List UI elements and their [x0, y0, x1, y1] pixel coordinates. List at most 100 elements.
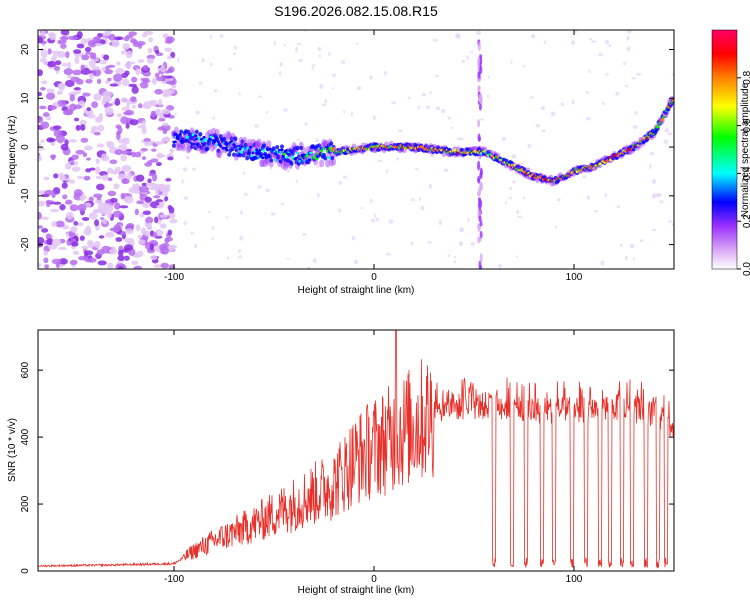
spectrogram-ridge-halo [242, 136, 248, 145]
snr-y-tick-label: 400 [20, 428, 31, 445]
spectrogram-noise-blob [55, 220, 65, 228]
spectrogram-noise-blob [85, 78, 93, 84]
spectrogram-noise-speck [434, 74, 439, 77]
spectrogram-ridge-band [172, 143, 176, 148]
spectrogram-noise-speck [319, 83, 323, 89]
colorbar-label: Normalized spectral amplitude [740, 82, 750, 217]
spectrogram-ridge-band [330, 155, 335, 161]
spectrogram-ridge-band [193, 145, 198, 151]
spectrogram-ridge-core [192, 142, 196, 146]
spectrogram-noise-speck [420, 205, 425, 211]
spectrogram-ridge-halo [205, 131, 211, 140]
spectrogram-noise-speck [632, 125, 638, 130]
spectrogram-noise-speck [451, 126, 454, 130]
spectrogram-noise-blob [73, 87, 82, 91]
spectrogram-noise-blob [70, 226, 78, 233]
spectrogram-noise-speck [234, 45, 238, 50]
spectrogram-noise-blob [68, 35, 78, 41]
spectrogram-noise-speck [315, 165, 321, 168]
spectrogram-noise-blob [91, 68, 102, 77]
spectrogram-noise-blob [97, 202, 106, 211]
spectrogram-ridge-core [261, 156, 265, 160]
colorbar-tick-label: 0.2 [742, 214, 750, 228]
spectrogram-noise-blob [88, 242, 95, 249]
spectrogram-noise-blob [48, 105, 57, 111]
spectrogram-noise-blob [109, 159, 118, 164]
spectrogram-ridge-band [280, 144, 284, 149]
spectrogram-noise-blob [116, 61, 121, 66]
spectrogram-noise-speck [273, 41, 277, 46]
spectrogram-noise-speck [374, 213, 377, 218]
spectrogram-ridge-band [259, 152, 264, 157]
spectrogram-artifact-blob [477, 71, 481, 76]
spectrogram-noise-speck [467, 218, 470, 223]
spectrogram-artifact-blob [477, 56, 481, 65]
spectrogram-noise-blob [121, 150, 131, 155]
spectrogram-artifact-blob [477, 136, 481, 142]
spectrogram-noise-blob [38, 91, 43, 97]
spectrogram-ridge-core [194, 134, 198, 137]
spectrogram-noise-blob [40, 139, 45, 143]
spectrogram-noise-blob [107, 77, 112, 82]
spectrogram-noise-speck [598, 52, 603, 57]
spectrogram-noise-blob [113, 73, 123, 82]
spectrogram-noise-blob [83, 145, 93, 151]
snr-x-label: Height of straight line (km) [298, 585, 415, 596]
snr-panel: -100 0 100 0 200 400 600 Height of straight l… [7, 329, 675, 596]
spectrogram-noise-speck [585, 91, 589, 95]
spectrogram-noise-speck [571, 40, 575, 46]
spectrogram-noise-blob [40, 86, 46, 91]
spectrogram-noise-speck [668, 220, 673, 223]
spectrogram-noise-speck [410, 241, 414, 246]
spectrogram-noise-speck [311, 66, 314, 71]
spectrogram-noise-blob [135, 224, 141, 232]
spectrogram-ridge-band [664, 110, 668, 115]
spectrogram-noise-blob [141, 33, 148, 38]
spectrogram-noise-speck [486, 94, 490, 98]
spectrogram-ridge-core [219, 145, 223, 148]
spectrogram-noise-blob [97, 260, 107, 266]
spectrogram-y-ticks: -20 -10 0 10 20 [20, 44, 674, 252]
spectrogram-noise-blob [73, 189, 83, 197]
spectrogram-ridge-core [297, 154, 301, 158]
spectrogram-noise-speck [426, 241, 432, 244]
spectrogram-noise-speck [295, 179, 298, 184]
spectrogram-noise-speck [286, 257, 290, 260]
spectrogram-ridge-halo [181, 143, 187, 152]
spectrogram-noise-blob [71, 154, 79, 160]
spectrogram-noise-speck [343, 110, 346, 113]
spectrogram-noise-speck [398, 129, 403, 133]
spectrogram-ridge-core [188, 140, 192, 144]
spectrogram-noise-blob [99, 59, 107, 65]
spectrogram-noise-blob [95, 175, 102, 180]
spectrogram-ridge-band [289, 161, 294, 166]
spectrogram-noise-blob [102, 218, 108, 225]
spectrogram-noise-blob [168, 264, 175, 269]
spectrogram-noise-blob [66, 61, 72, 70]
snr-frame [37, 329, 675, 572]
spectrogram-noise-blob [153, 195, 161, 199]
spectrogram-ridge-halo [301, 146, 307, 155]
spectrogram-noise-blob [113, 183, 120, 190]
spectrogram-noise-blob [45, 92, 56, 100]
spectrogram-noise-speck [498, 263, 503, 268]
spectrogram-noise-blob [120, 50, 126, 55]
spectrogram-ridge-halo [259, 159, 265, 168]
spectrogram-noise-speck [591, 40, 597, 43]
spectrogram-noise-blob [38, 211, 42, 220]
spectrogram-noise-blob [85, 168, 92, 173]
spectrogram-ridge-band [199, 145, 204, 151]
spectrogram-noise-blob [124, 62, 132, 69]
spectrogram-noise-blob [167, 204, 173, 210]
spectrogram-noise-speck [470, 241, 476, 246]
spectrogram-noise-blob [150, 255, 158, 261]
spectrogram-noise-speck [287, 169, 290, 173]
spectrogram-noise-blob [46, 88, 55, 93]
spectrogram-ridge-core [238, 147, 242, 151]
spectrogram-noise-speck [190, 232, 195, 235]
spectrogram-noise-blob [62, 110, 73, 116]
spectrogram-noise-blob [145, 216, 154, 224]
spectrogram-y-tick-label: 20 [20, 44, 31, 56]
spectrogram-noise-blob [55, 60, 62, 66]
spectrogram-noise-blob [163, 136, 171, 142]
